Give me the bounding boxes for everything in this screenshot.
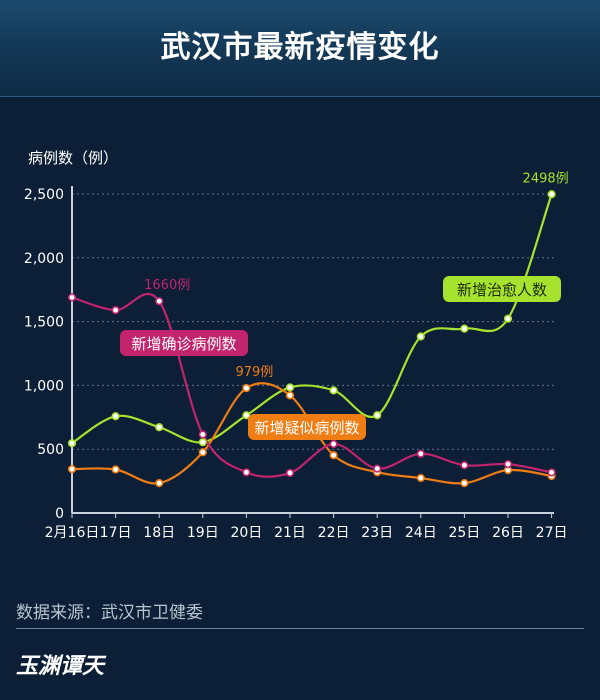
series-line-2: [71, 193, 553, 445]
y-tick-label: 0: [55, 506, 64, 522]
data-label: 2498例: [523, 171, 569, 186]
divider: [16, 628, 584, 629]
data-point: [503, 460, 513, 469]
data-point: [416, 473, 425, 483]
data-point: [373, 411, 382, 420]
data-point: [416, 332, 425, 341]
y-tick-label: 2,000: [24, 251, 64, 267]
data-point: [198, 430, 207, 439]
data-label: 979例: [235, 365, 273, 380]
x-tick-label: 23日: [361, 525, 393, 541]
data-point: [67, 293, 77, 302]
data-point: [285, 391, 295, 400]
data-point: [67, 465, 77, 474]
x-tick-label: 21日: [274, 525, 306, 541]
data-point: [67, 439, 77, 448]
data-point: [111, 465, 120, 474]
x-tick-label: 25日: [448, 525, 480, 541]
y-tick-label: 1,500: [24, 315, 64, 331]
x-tick-label: 22日: [318, 525, 350, 541]
y-tick-label: 2,500: [24, 187, 64, 203]
logo: 玉渊谭天: [16, 653, 105, 679]
legend-badge: [120, 330, 248, 356]
data-point: [460, 461, 469, 470]
data-point: [329, 439, 338, 449]
data-point: [416, 449, 425, 458]
data-point: [547, 468, 556, 477]
data-point: [242, 383, 251, 393]
x-tick-label: 19日: [187, 525, 219, 541]
y-tick-label: 500: [37, 442, 64, 458]
x-tick-label: 26日: [492, 525, 524, 541]
legend-label: 新增疑似病例数: [254, 419, 359, 437]
data-point: [285, 468, 295, 478]
data-point: [547, 190, 556, 199]
data-point: [111, 306, 120, 315]
x-tick-label: 27日: [536, 525, 568, 541]
data-point: [373, 464, 382, 473]
data-point: [242, 411, 251, 420]
x-tick-label: 24日: [405, 525, 437, 541]
data-point: [155, 297, 164, 306]
y-tick-label: 1,000: [24, 378, 64, 394]
data-point: [285, 383, 295, 392]
data-label: 1660例: [144, 278, 190, 293]
legend-badge: [248, 414, 366, 440]
legend-badge: [443, 276, 561, 302]
data-point: [503, 314, 513, 323]
legend-label: 新增确诊病例数: [131, 335, 236, 353]
data-point: [198, 438, 207, 447]
data-point: [242, 468, 251, 477]
data-source: 数据来源：武汉市卫健委: [16, 603, 203, 623]
data-point: [111, 412, 120, 421]
page-title: 武汉市最新疫情变化: [160, 30, 440, 65]
x-tick-label: 18日: [143, 525, 175, 541]
header-banner: 武汉市最新疫情变化: [0, 0, 600, 97]
legend-label: 新增治愈人数: [457, 281, 547, 299]
data-point: [329, 386, 338, 395]
x-tick-label: 2月16日: [45, 525, 100, 541]
chart-panel: [0, 100, 600, 700]
data-point: [329, 451, 338, 460]
data-point: [198, 448, 207, 457]
x-tick-label: 17日: [100, 525, 132, 541]
x-tick-label: 20日: [230, 525, 262, 541]
y-axis-label: 病例数（例）: [28, 149, 118, 167]
data-point: [155, 423, 164, 432]
data-point: [460, 324, 469, 333]
data-point: [155, 479, 164, 488]
data-point: [460, 479, 469, 488]
